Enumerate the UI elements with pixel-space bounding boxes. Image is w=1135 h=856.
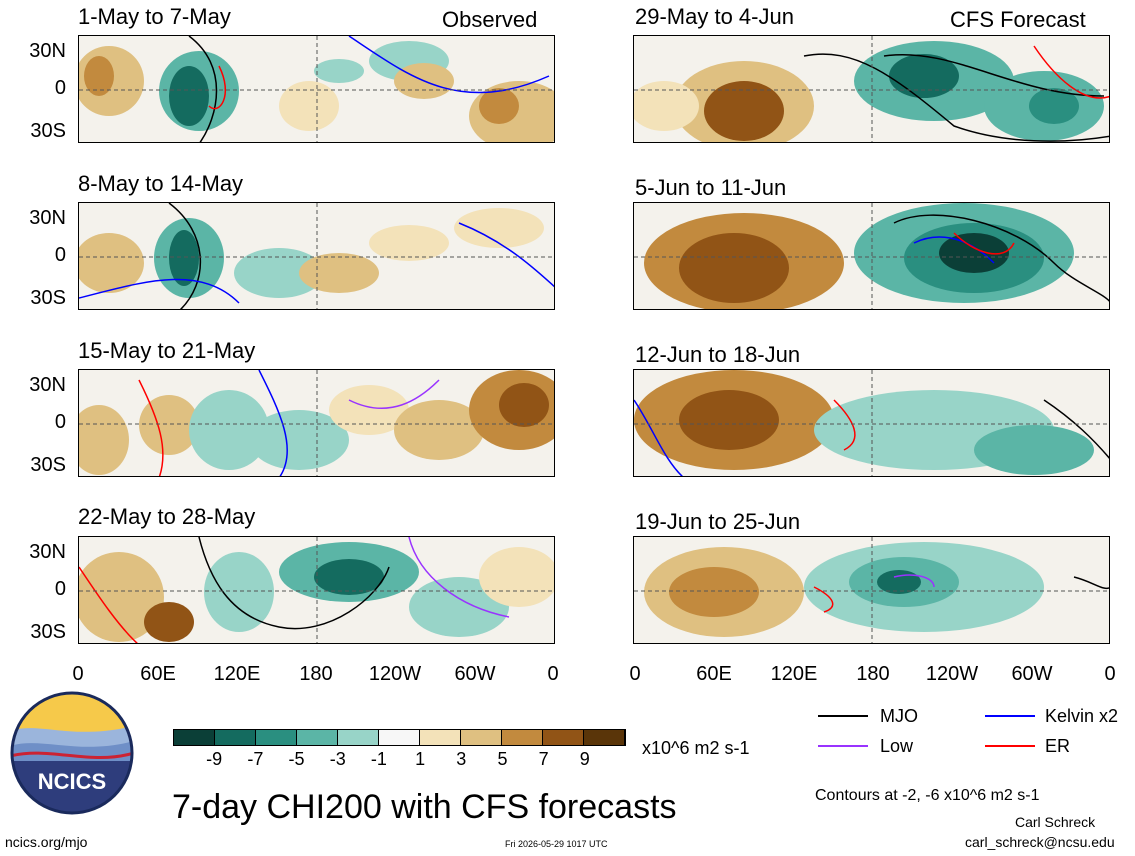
map-panel-graphic — [79, 370, 554, 476]
logo-text: NCICS — [37, 769, 107, 794]
colorbar-swatch — [461, 730, 502, 745]
lon-label: 60W — [454, 663, 496, 685]
lon-label: 0 — [547, 663, 559, 685]
colorbar-ticks: -9 -7 -5 -3 -1 1 3 5 7 9 — [173, 750, 626, 770]
legend-swatch-mjo — [818, 715, 868, 717]
lat-label: 0 — [54, 77, 66, 99]
panel-title: 22-May to 28-May — [78, 504, 256, 529]
observed-label: Observed — [442, 7, 538, 32]
lat-label: 30N — [29, 40, 66, 62]
colorbar-swatch — [420, 730, 461, 745]
colorbar-tick: 9 — [579, 749, 590, 769]
lat-label: 30N — [29, 207, 66, 229]
panel-title: 19-Jun to 25-Jun — [635, 509, 801, 534]
lat-label: 30S — [30, 120, 66, 142]
ncics-url[interactable]: ncics.org/mjo — [5, 834, 88, 850]
colorbar-tick: -3 — [329, 749, 346, 769]
map-panel-graphic — [634, 203, 1109, 309]
main-title: 7-day CHI200 with CFS forecasts — [172, 788, 677, 826]
map-panel-observed-3 — [78, 369, 555, 477]
lon-label: 0 — [1104, 663, 1116, 685]
legend-label: MJO — [880, 706, 918, 726]
lon-label: 120E — [213, 663, 261, 685]
map-panel-observed-2 — [78, 202, 555, 310]
map-panel-graphic — [79, 537, 554, 643]
panel-title: 1-May to 7-May — [78, 4, 231, 29]
colorbar-swatch — [543, 730, 584, 745]
colorbar-swatch — [502, 730, 543, 745]
author: Carl Schreck — [1015, 814, 1096, 830]
ncics-logo[interactable]: NCICS — [10, 691, 134, 815]
map-panel-graphic — [634, 36, 1109, 142]
lat-label: 30S — [30, 454, 66, 476]
lon-label: 180 — [856, 663, 890, 685]
map-panel-forecast-4 — [633, 536, 1110, 644]
lon-label: 0 — [72, 663, 84, 685]
contour-note: Contours at -2, -6 x10^6 m2 s-1 — [815, 787, 1040, 804]
lon-label: 60E — [140, 663, 176, 685]
colorbar — [173, 729, 626, 746]
colorbar-tick: -9 — [206, 749, 223, 769]
panel-title: 8-May to 14-May — [78, 171, 244, 196]
legend-swatch-kelvin — [985, 715, 1035, 717]
map-panel-forecast-1 — [633, 35, 1110, 143]
lat-label: 0 — [54, 578, 66, 600]
author-email[interactable]: carl_schreck@ncsu.edu — [965, 834, 1115, 850]
lon-label: 180 — [299, 663, 333, 685]
lat-label: 30S — [30, 621, 66, 643]
lon-label: 120W — [368, 663, 422, 685]
colorbar-tick: -1 — [370, 749, 387, 769]
map-panel-observed-1 — [78, 35, 555, 143]
map-panel-graphic — [634, 537, 1109, 643]
lon-label: 60W — [1011, 663, 1053, 685]
colorbar-tick: -7 — [247, 749, 264, 769]
lat-label: 30N — [29, 374, 66, 396]
map-panel-forecast-2 — [633, 202, 1110, 310]
lon-label: 0 — [629, 663, 641, 685]
cfs-forecast-label: CFS Forecast — [950, 7, 1086, 32]
ncics-logo-icon — [10, 691, 134, 815]
legend-label: ER — [1045, 736, 1071, 756]
colorbar-tick: 7 — [538, 749, 549, 769]
map-panel-observed-4 — [78, 536, 555, 644]
legend-swatch-er — [985, 745, 1035, 747]
colorbar-tick: 3 — [456, 749, 467, 769]
colorbar-swatch — [256, 730, 297, 745]
map-panel-forecast-3 — [633, 369, 1110, 477]
lon-label: 120W — [925, 663, 979, 685]
panel-title: 5-Jun to 11-Jun — [635, 175, 787, 200]
colorbar-swatch — [338, 730, 379, 745]
colorbar-swatch — [174, 730, 215, 745]
lon-label: 120E — [770, 663, 818, 685]
lat-label: 30N — [29, 541, 66, 563]
colorbar-swatch — [379, 730, 420, 745]
map-panel-graphic — [634, 370, 1109, 476]
timestamp: Fri 2026-05-29 1017 UTC — [505, 839, 608, 849]
lon-label: 60E — [696, 663, 732, 685]
lat-label: 30S — [30, 287, 66, 309]
legend-swatch-low — [818, 745, 868, 747]
lat-label: 0 — [54, 411, 66, 433]
colorbar-tick: -5 — [288, 749, 305, 769]
colorbar-swatch — [297, 730, 338, 745]
colorbar-tick: 5 — [497, 749, 508, 769]
colorbar-swatch — [215, 730, 256, 745]
panel-title: 12-Jun to 18-Jun — [635, 342, 801, 367]
legend-label: Kelvin x2 — [1045, 706, 1119, 726]
map-panel-graphic — [79, 36, 554, 142]
panel-title: 29-May to 4-Jun — [635, 4, 794, 29]
lat-label: 0 — [54, 244, 66, 266]
legend-label: Low — [880, 736, 914, 756]
colorbar-tick: 1 — [415, 749, 426, 769]
colorbar-units: x10^6 m2 s-1 — [642, 738, 750, 758]
map-panel-graphic — [79, 203, 554, 309]
colorbar-swatch — [584, 730, 625, 745]
panel-title: 15-May to 21-May — [78, 338, 256, 363]
